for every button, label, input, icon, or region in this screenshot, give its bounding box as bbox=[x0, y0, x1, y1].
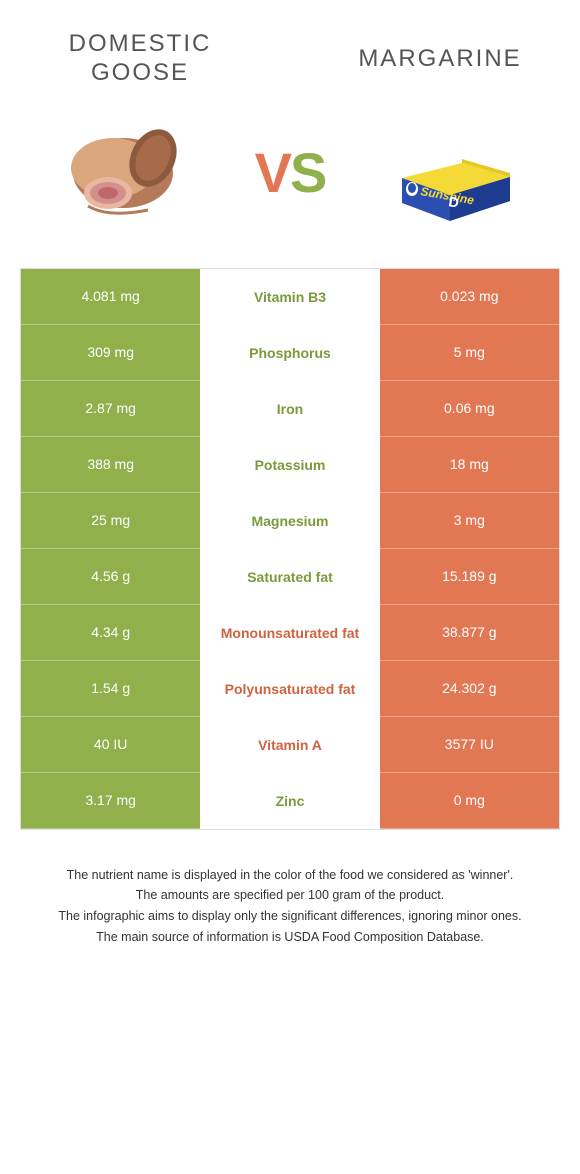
table-row: 309 mgPhosphorus5 mg bbox=[21, 325, 559, 381]
nutrient-label: Iron bbox=[200, 381, 379, 437]
table-row: 25 mgMagnesium3 mg bbox=[21, 493, 559, 549]
value-left: 2.87 mg bbox=[21, 381, 200, 437]
value-right: 0 mg bbox=[380, 773, 559, 829]
table-row: 1.54 gPolyunsaturated fat24.302 g bbox=[21, 661, 559, 717]
images-row: VS Sunshine D bbox=[0, 108, 580, 268]
value-left: 309 mg bbox=[21, 325, 200, 381]
title-left: Domestic Goose bbox=[40, 30, 240, 88]
value-right: 38.877 g bbox=[380, 605, 559, 661]
nutrient-label: Phosphorus bbox=[200, 325, 379, 381]
value-left: 4.081 mg bbox=[21, 269, 200, 325]
nutrient-label: Zinc bbox=[200, 773, 379, 829]
footer-line: The main source of information is USDA F… bbox=[30, 928, 550, 947]
value-left: 40 IU bbox=[21, 717, 200, 773]
value-right: 24.302 g bbox=[380, 661, 559, 717]
nutrient-label: Potassium bbox=[200, 437, 379, 493]
footer-line: The infographic aims to display only the… bbox=[30, 907, 550, 926]
value-left: 4.56 g bbox=[21, 549, 200, 605]
table-row: 4.081 mgVitamin B30.023 mg bbox=[21, 269, 559, 325]
value-left: 1.54 g bbox=[21, 661, 200, 717]
value-left: 25 mg bbox=[21, 493, 200, 549]
footer-line: The nutrient name is displayed in the co… bbox=[30, 866, 550, 885]
goose-image bbox=[58, 113, 198, 233]
header: Domestic Goose Margarine bbox=[0, 0, 580, 108]
table-row: 388 mgPotassium18 mg bbox=[21, 437, 559, 493]
value-left: 388 mg bbox=[21, 437, 200, 493]
table-row: 2.87 mgIron0.06 mg bbox=[21, 381, 559, 437]
nutrient-table: 4.081 mgVitamin B30.023 mg309 mgPhosphor… bbox=[20, 268, 560, 830]
nutrient-label: Monounsaturated fat bbox=[200, 605, 379, 661]
value-right: 5 mg bbox=[380, 325, 559, 381]
table-row: 40 IUVitamin A3577 IU bbox=[21, 717, 559, 773]
value-right: 3 mg bbox=[380, 493, 559, 549]
vs-label: VS bbox=[255, 140, 326, 205]
nutrient-label: Polyunsaturated fat bbox=[200, 661, 379, 717]
value-right: 18 mg bbox=[380, 437, 559, 493]
vs-v-letter: V bbox=[255, 141, 290, 204]
title-right: Margarine bbox=[340, 45, 540, 73]
value-right: 3577 IU bbox=[380, 717, 559, 773]
footer-line: The amounts are specified per 100 gram o… bbox=[30, 886, 550, 905]
nutrient-label: Magnesium bbox=[200, 493, 379, 549]
footer-notes: The nutrient name is displayed in the co… bbox=[30, 866, 550, 947]
value-right: 15.189 g bbox=[380, 549, 559, 605]
vs-s-letter: S bbox=[290, 141, 325, 204]
value-left: 3.17 mg bbox=[21, 773, 200, 829]
value-right: 0.06 mg bbox=[380, 381, 559, 437]
nutrient-label: Vitamin B3 bbox=[200, 269, 379, 325]
nutrient-label: Saturated fat bbox=[200, 549, 379, 605]
table-row: 4.56 gSaturated fat15.189 g bbox=[21, 549, 559, 605]
table-row: 4.34 gMonounsaturated fat38.877 g bbox=[21, 605, 559, 661]
margarine-image: Sunshine D bbox=[382, 113, 522, 233]
value-right: 0.023 mg bbox=[380, 269, 559, 325]
value-left: 4.34 g bbox=[21, 605, 200, 661]
nutrient-label: Vitamin A bbox=[200, 717, 379, 773]
table-row: 3.17 mgZinc0 mg bbox=[21, 773, 559, 829]
